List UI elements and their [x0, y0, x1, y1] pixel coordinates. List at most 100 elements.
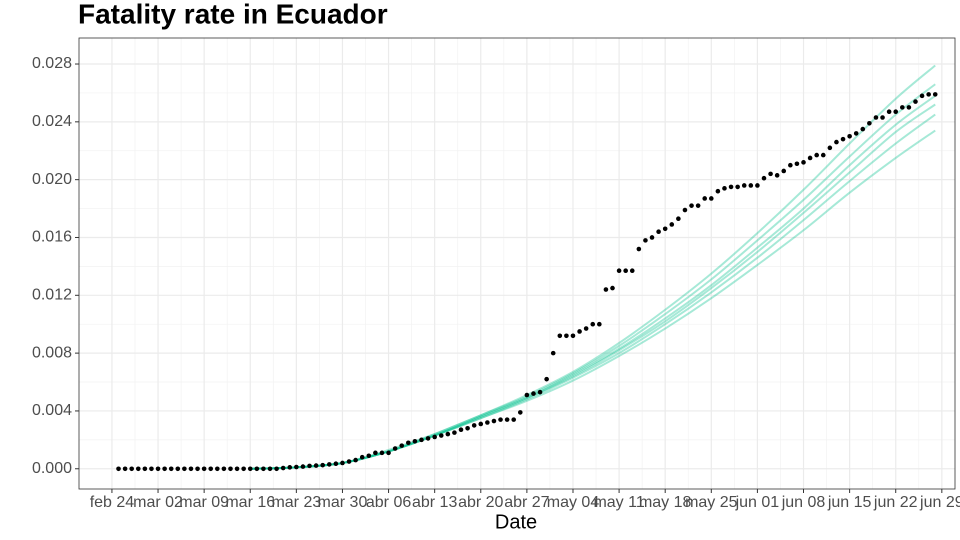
data-point: [669, 222, 675, 227]
x-tick-label: may 04: [547, 494, 600, 511]
data-point: [478, 421, 484, 427]
data-point: [814, 152, 819, 158]
data-point: [820, 152, 826, 158]
y-tick-label: 0.016: [32, 229, 72, 246]
data-point: [735, 184, 740, 190]
data-point: [689, 203, 694, 208]
simulation-line: [250, 113, 936, 470]
data-point: [498, 417, 503, 422]
data-point: [406, 440, 411, 446]
data-point: [511, 417, 517, 422]
data-point: [827, 145, 833, 151]
data-point: [392, 446, 398, 451]
data-point: [524, 392, 530, 398]
y-tick-label: 0.024: [32, 113, 72, 130]
simulation-line: [250, 129, 936, 470]
data-point: [399, 443, 405, 448]
data-point: [702, 196, 708, 201]
data-point: [900, 105, 905, 110]
data-point: [893, 109, 899, 115]
data-point: [728, 184, 734, 190]
data-point: [234, 466, 240, 472]
data-point: [590, 321, 596, 327]
x-tick-label: abr 20: [458, 494, 503, 511]
data-point: [656, 229, 661, 234]
data-point: [267, 466, 273, 472]
data-point: [241, 466, 246, 472]
data-point: [715, 188, 721, 194]
data-point: [175, 466, 181, 472]
data-point: [867, 120, 872, 126]
data-point: [228, 466, 233, 472]
x-tick-label: mar 23: [271, 494, 321, 511]
data-point: [366, 453, 372, 459]
data-point: [221, 466, 227, 472]
data-point: [761, 175, 767, 181]
data-point: [465, 425, 470, 431]
data-point: [853, 131, 859, 136]
data-point: [215, 466, 220, 472]
data-point: [122, 466, 128, 472]
data-point: [603, 287, 609, 292]
simulation-line: [250, 103, 936, 470]
data-point: [682, 207, 688, 213]
data-point: [834, 139, 839, 145]
y-tick-label: 0.020: [32, 171, 72, 188]
x-tick-label: jun 01: [735, 494, 780, 511]
data-point: [504, 417, 510, 422]
data-point: [412, 438, 418, 444]
data-point: [353, 457, 358, 463]
data-point: [906, 105, 912, 110]
x-tick-label: may 11: [593, 494, 644, 511]
data-point: [774, 173, 780, 178]
simulation-line: [250, 95, 936, 470]
data-point: [544, 376, 549, 382]
data-point: [333, 461, 339, 467]
x-tick-label: may 25: [685, 494, 738, 511]
data-point: [610, 285, 615, 291]
data-point: [873, 115, 879, 120]
data-point: [386, 450, 391, 456]
data-point: [794, 161, 800, 167]
chart-title: Fatality rate in Ecuador: [78, 0, 388, 29]
data-point: [261, 466, 266, 472]
data-point: [307, 463, 312, 469]
data-point: [188, 466, 194, 472]
data-point: [709, 196, 714, 201]
data-point: [722, 186, 727, 191]
data-point: [643, 238, 648, 243]
data-point: [320, 462, 325, 468]
data-point: [801, 160, 806, 165]
data-point: [932, 92, 938, 97]
y-tick-label: 0.000: [32, 460, 72, 477]
data-point: [577, 329, 582, 334]
data-point: [208, 466, 214, 472]
data-point: [531, 391, 536, 396]
data-point: [340, 460, 345, 466]
data-point: [458, 427, 464, 433]
data-point: [788, 162, 793, 168]
data-point: [748, 183, 754, 188]
data-point: [313, 463, 319, 468]
data-point: [629, 268, 635, 274]
data-point: [741, 183, 747, 188]
data-point: [419, 437, 424, 443]
data-point: [662, 226, 668, 232]
data-point: [254, 466, 260, 472]
data-point: [583, 326, 589, 331]
data-point: [847, 133, 852, 139]
data-point: [149, 466, 154, 472]
data-point: [294, 464, 299, 470]
y-tick-label: 0.008: [32, 344, 72, 361]
x-tick-label: abr 27: [504, 494, 549, 511]
data-point: [155, 466, 161, 472]
data-point: [616, 268, 622, 274]
x-tick-label: jun 22: [873, 494, 918, 511]
y-tick-label: 0.012: [32, 287, 72, 304]
x-tick-label: jun 29: [919, 494, 960, 511]
data-point: [913, 99, 918, 104]
y-tick-label: 0.028: [32, 55, 72, 72]
x-tick-label: mar 30: [318, 494, 368, 511]
data-point: [452, 430, 457, 435]
